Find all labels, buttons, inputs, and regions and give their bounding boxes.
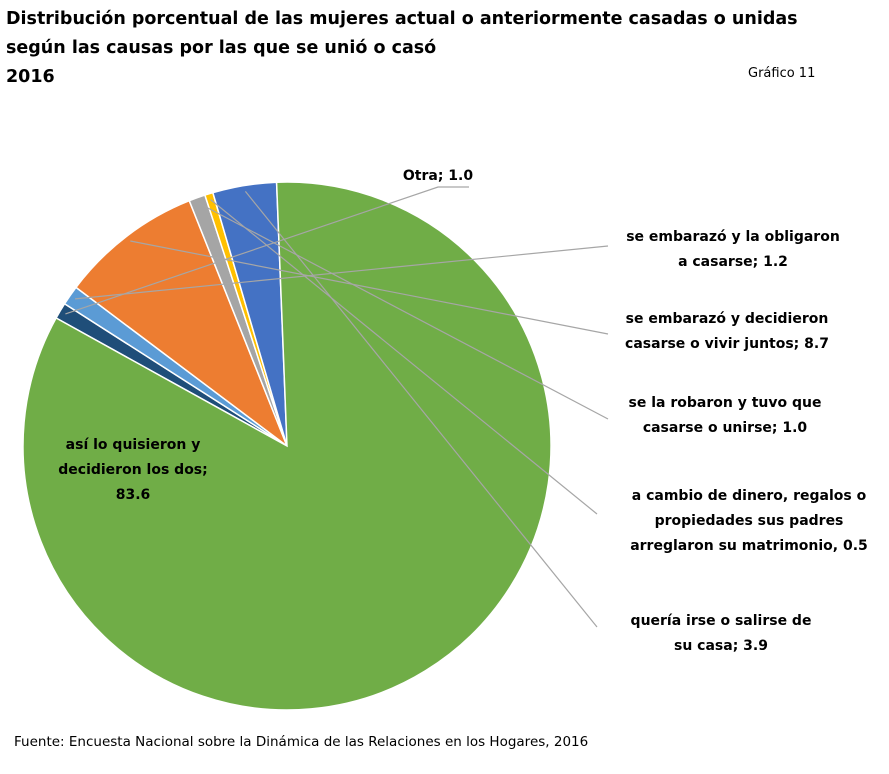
data-label-line: a cambio de dinero, regalos o [632,488,867,504]
pie-labels: Otra; 1.0 se embarazó y la obligaron a cas… [58,168,868,654]
data-label-line: quería irse o salirse de [631,613,812,629]
pie-slice-asi-lo-quisieron-y-decidieron-los-dos [22,181,552,711]
data-label-line: a casarse; 1.2 [678,254,788,270]
data-label-line: arreglaron su matrimonio, 0.5 [630,538,868,554]
leader-line-otra [65,186,469,315]
data-label-otra: Otra; 1.0 [403,168,473,184]
data-label-a-cambio-de-dinero-regalos-o-propiedades: a cambio de dinero, regalos o propiedades… [630,488,868,554]
data-label-line: propiedades sus padres [655,513,844,529]
data-label-asi-lo-quisieron-y-decidieron-los-dos: así lo quisieron y decidieron los dos; 83.… [58,437,208,503]
pie-slices [22,181,552,711]
data-label-line: así lo quisieron y [66,437,201,453]
title-line-2: según las causas por las que se unió o c… [6,38,437,58]
leader-line-se-embarazo-y-decidieron-casarse-o-vivir [130,240,609,335]
leader-line-se-embarazo-y-la-obligaron-a-casarse [75,245,609,300]
source-note: Fuente: Encuesta Nacional sobre la Dinám… [14,734,589,750]
data-label-line: se la robaron y tuvo que [629,395,822,411]
data-label-line: Otra; 1.0 [403,168,473,184]
data-label-line: se embarazó y la obligaron [626,229,840,245]
data-label-se-embarazo-y-decidieron-casarse-o-vivir: se embarazó y decidieron casarse o vivir … [625,311,829,352]
data-label-line: se embarazó y decidieron [626,311,829,327]
leader-line-a-cambio-de-dinero-regalos-o-propiedades [210,199,598,515]
title-line-1: Distribución porcentual de las mujeres a… [6,9,798,29]
data-label-line: casarse o unirse; 1.0 [643,420,808,436]
data-label-queria-irse-o-salirse-de-su-casa: quería irse o salirse de su casa; 3.9 [631,613,812,654]
data-label-se-embarazo-y-la-obligaron-a-casarse: se embarazó y la obligaron a casarse; 1.2 [626,229,840,270]
pie-slice-se-embarazo-y-decidieron-casarse-o-vivir [74,199,289,449]
leader-line-se-la-robaron-y-tuvo-que-casarse-o-unirs [198,202,609,420]
data-label-line: su casa; 3.9 [674,638,768,654]
data-label-se-la-robaron-y-tuvo-que-casarse-o-unirs: se la robaron y tuvo que casarse o unirse… [629,395,822,436]
title-line-3: 2016 [6,67,55,87]
data-label-line: 83.6 [116,487,151,503]
data-label-line: casarse o vivir juntos; 8.7 [625,336,829,352]
leader-line-queria-irse-o-salirse-de-su-casa [244,191,598,628]
figure-label: Gráfico 11 [748,66,816,81]
data-label-line: decidieron los dos; [58,462,208,478]
chart-title: Distribución porcentual de las mujeres a… [6,5,866,92]
